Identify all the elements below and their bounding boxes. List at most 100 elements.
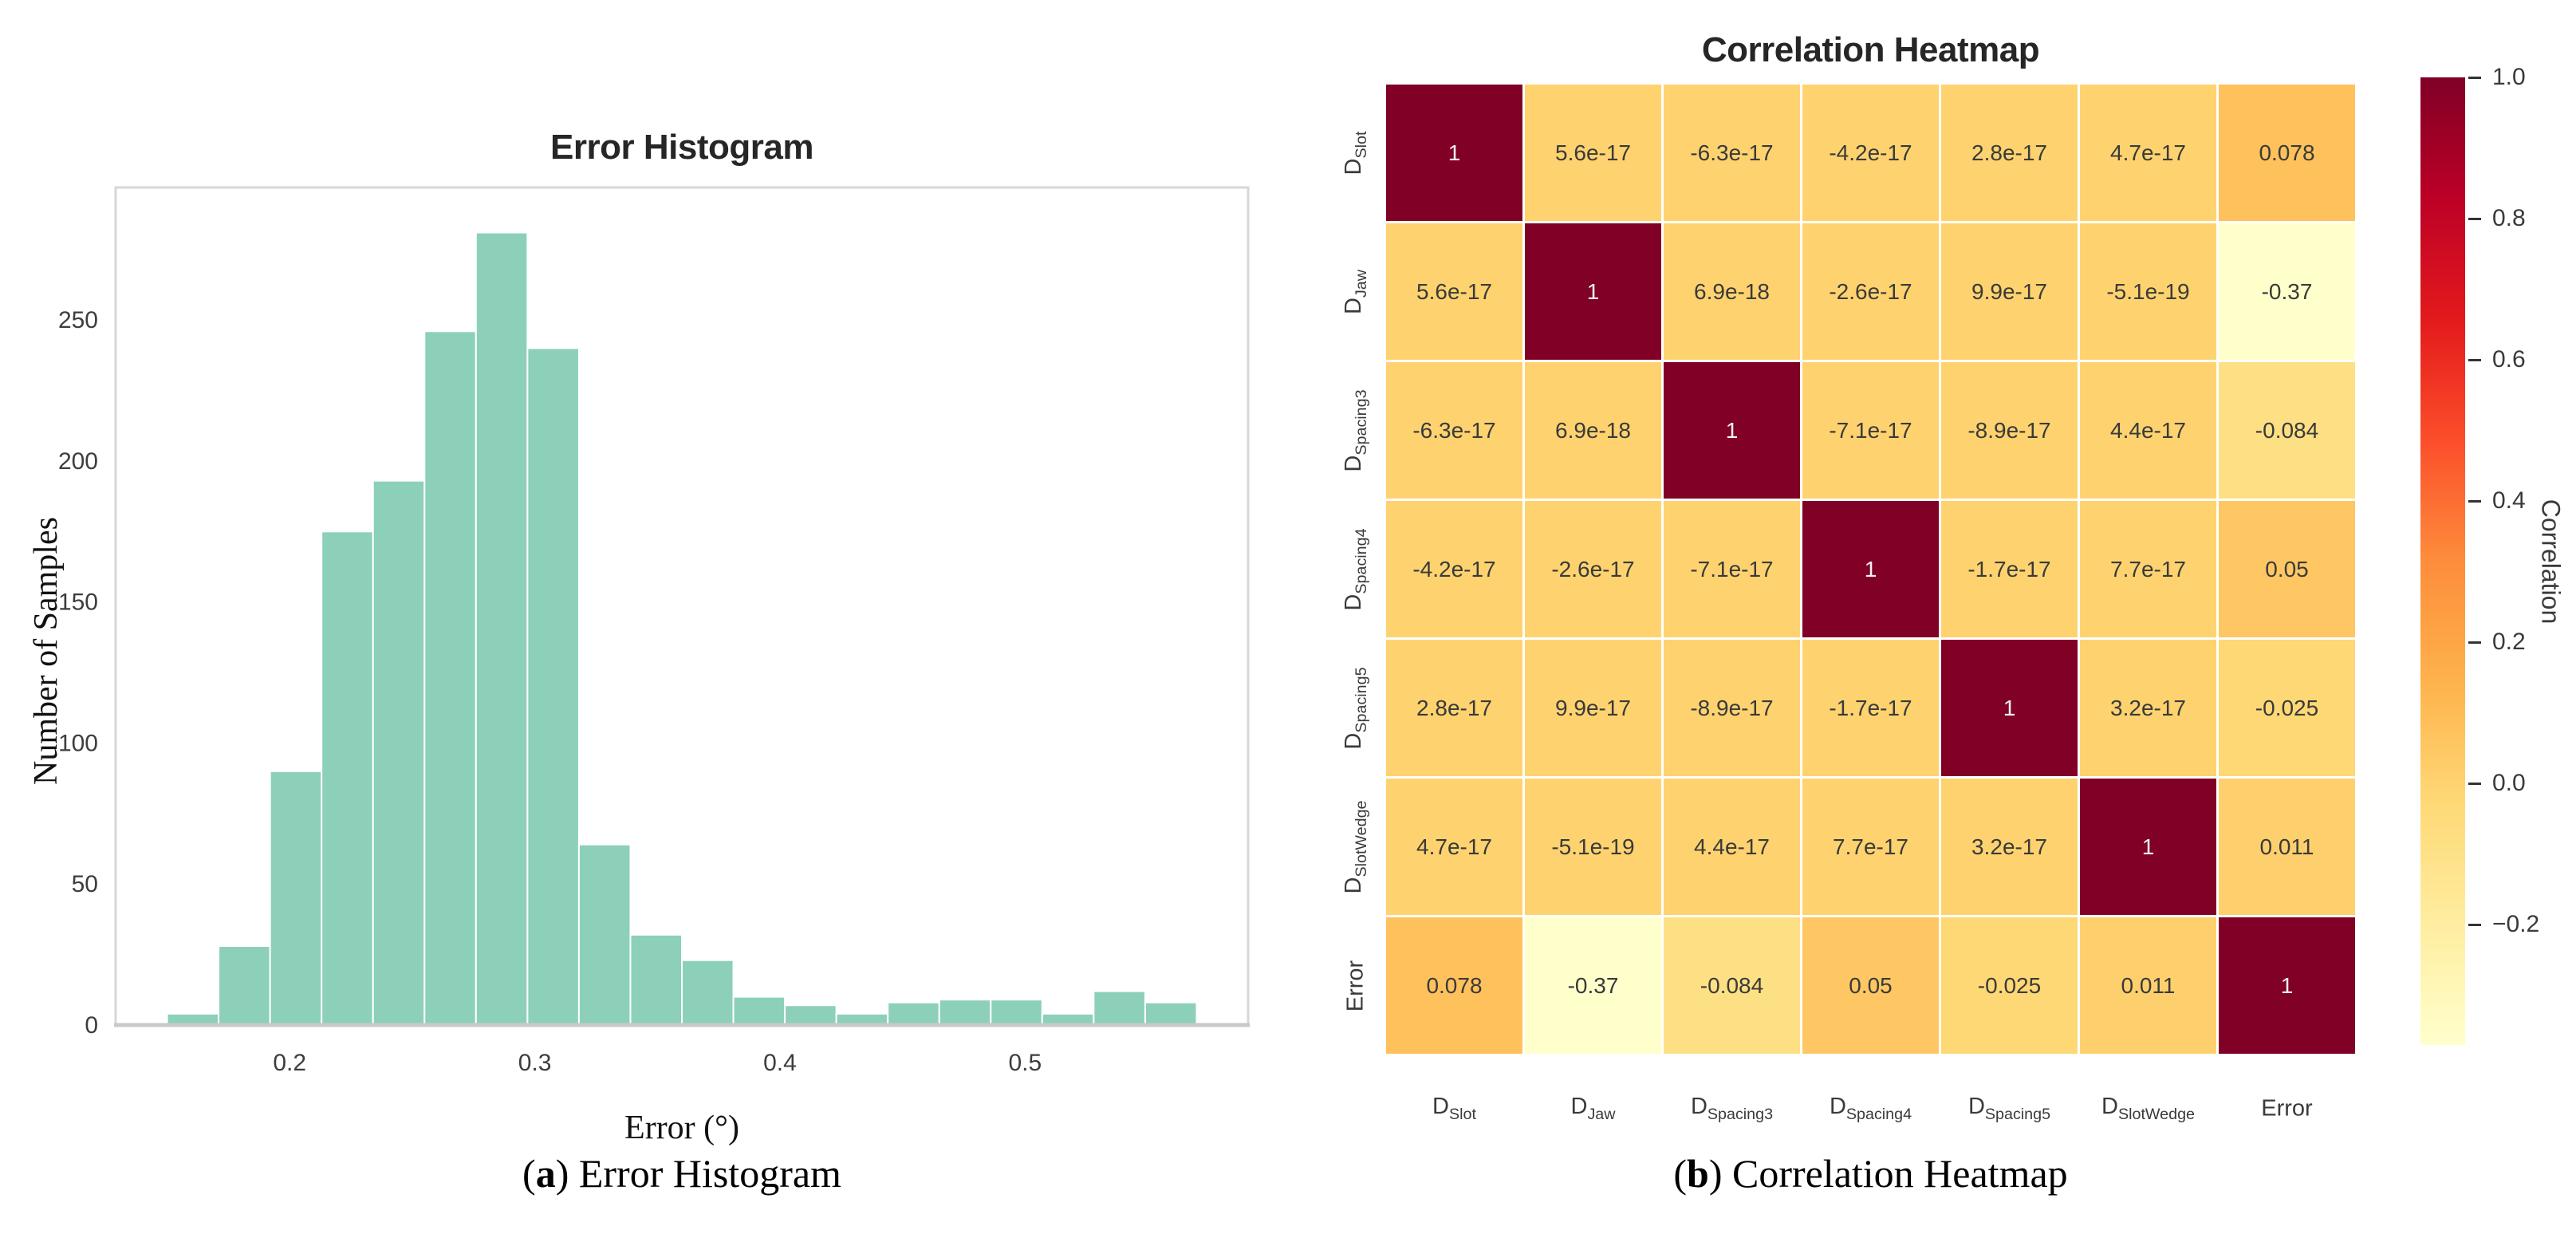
- colorbar-tick-label: 0.4: [2492, 487, 2526, 515]
- histogram-bar: [321, 530, 374, 1026]
- heatmap-cell: -0.084: [2219, 362, 2355, 499]
- heatmap-cell: 1: [2080, 779, 2216, 915]
- histogram-bar: [990, 999, 1043, 1026]
- histogram-bar: [732, 996, 786, 1027]
- heatmap-cell: 4.4e-17: [2080, 362, 2216, 499]
- heatmap-cell: -1.7e-17: [1941, 501, 2078, 637]
- caption-b-letter: b: [1687, 1151, 1709, 1196]
- heatmap-cell: 1: [1941, 640, 2078, 776]
- heatmap-title: Correlation Heatmap: [1701, 30, 2040, 69]
- histogram-bar: [526, 347, 580, 1026]
- histogram-x-axis-label: Error (°): [624, 1110, 739, 1146]
- heatmap-cell: -7.1e-17: [1664, 501, 1800, 637]
- error-histogram-plot: 0 50 100 150 200 250 0.2 0.3 0.4 0.5: [58, 186, 1250, 1076]
- heatmap-cell: -1.7e-17: [1802, 640, 1939, 776]
- heatmap-cell: 9.9e-17: [1525, 640, 1661, 776]
- heatmap-cell: 4.4e-17: [1664, 779, 1800, 915]
- y-tick-label: 0: [85, 1012, 98, 1039]
- heatmap-cell: 7.7e-17: [2080, 501, 2216, 637]
- heatmap-row-label: Error: [1342, 960, 1369, 1011]
- heatmap-cell: 1: [1386, 85, 1522, 221]
- caption-a-pre: (: [522, 1151, 536, 1196]
- heatmap-cell: 3.2e-17: [2080, 640, 2216, 776]
- histogram-y-axis-label: Number of Samples: [28, 517, 65, 785]
- heatmap-cell: 1: [1664, 362, 1800, 499]
- colorbar-tick-label: −0.2: [2492, 911, 2540, 938]
- heatmap-cell: 1: [1525, 223, 1661, 360]
- heatmap-cell: 0.05: [1802, 917, 1939, 1054]
- heatmap-cell: 5.6e-17: [1386, 223, 1522, 360]
- heatmap-cell: 2.8e-17: [1386, 640, 1522, 776]
- histogram-bar: [577, 843, 632, 1027]
- heatmap-cell: -6.3e-17: [1664, 85, 1800, 221]
- histogram-bar: [218, 945, 271, 1027]
- colorbar-tick-mark: [2468, 499, 2481, 503]
- heatmap-col-label: DSlotWedge: [2101, 1094, 2195, 1123]
- x-tick-label: 0.4: [763, 1050, 797, 1076]
- heatmap-row-label: DSlot: [1341, 131, 1370, 175]
- y-tick-label: 50: [72, 871, 98, 897]
- heatmap-row-label: DJaw: [1341, 269, 1370, 314]
- colorbar-tick-mark: [2468, 923, 2481, 926]
- colorbar-tick-mark: [2468, 358, 2481, 361]
- colorbar-tick-mark: [2468, 217, 2481, 220]
- heatmap-cell: -7.1e-17: [1802, 362, 1939, 499]
- correlation-heatmap: 1 5.6e-17 -6.3e-17 -4.2e-17 2.8e-17 4.7e-17 0.…: [1386, 85, 2355, 1054]
- heatmap-cell: 4.7e-17: [1386, 779, 1522, 915]
- caption-a: (a) Error Histogram: [116, 1150, 1248, 1197]
- histogram-bar: [1144, 1001, 1198, 1026]
- x-tick-label: 0.3: [518, 1050, 552, 1076]
- heatmap-cell: -2.6e-17: [1802, 223, 1939, 360]
- heatmap-cell: 9.9e-17: [1941, 223, 2078, 360]
- heatmap-col-label: DJaw: [1570, 1094, 1616, 1123]
- heatmap-cell: 0.078: [2219, 85, 2355, 221]
- heatmap-cell: 0.011: [2080, 917, 2216, 1054]
- x-tick-label: 0.2: [273, 1050, 306, 1076]
- histogram-bar: [629, 933, 683, 1026]
- caption-b-pre: (: [1673, 1151, 1687, 1196]
- heatmap-cell: -0.37: [2219, 223, 2355, 360]
- heatmap-cell: -8.9e-17: [1664, 640, 1800, 776]
- colorbar-label: Correlation: [2536, 499, 2566, 624]
- heatmap-col-label: DSpacing4: [1829, 1094, 1912, 1123]
- heatmap-cell: 2.8e-17: [1941, 85, 2078, 221]
- histogram-bar: [938, 999, 992, 1026]
- heatmap-cell: -4.2e-17: [1802, 85, 1939, 221]
- histogram-bar: [372, 479, 426, 1026]
- x-tick-label: 0.5: [1008, 1050, 1042, 1076]
- heatmap-cell: -5.1e-19: [1525, 779, 1661, 915]
- heatmap-cell: 5.6e-17: [1525, 85, 1661, 221]
- y-tick-label: 150: [58, 589, 98, 616]
- caption-a-text: ) Error Histogram: [555, 1151, 841, 1196]
- heatmap-cell: 0.078: [1386, 917, 1522, 1054]
- histogram-bar: [681, 959, 735, 1027]
- heatmap-cell: -0.37: [1525, 917, 1661, 1054]
- y-tick-label: 100: [58, 730, 98, 756]
- heatmap-cell: -8.9e-17: [1941, 362, 2078, 499]
- colorbar-tick-label: 0.0: [2492, 770, 2526, 797]
- heatmap-cell: 7.7e-17: [1802, 779, 1939, 915]
- y-tick-label: 250: [58, 307, 98, 333]
- heatmap-cell: -5.1e-19: [2080, 223, 2216, 360]
- heatmap-row-label: DSpacing4: [1341, 527, 1370, 611]
- colorbar-tick-mark: [2468, 641, 2481, 644]
- heatmap-cell: 4.7e-17: [2080, 85, 2216, 221]
- heatmap-cell: 6.9e-18: [1664, 223, 1800, 360]
- histogram-bar: [784, 1004, 837, 1027]
- caption-a-letter: a: [535, 1151, 556, 1196]
- heatmap-cell: -0.025: [1941, 917, 2078, 1054]
- histogram-bar: [475, 231, 529, 1026]
- heatmap-cell: 0.05: [2219, 501, 2355, 637]
- heatmap-cell: 1: [1802, 501, 1939, 637]
- y-tick-label: 200: [58, 448, 98, 475]
- heatmap-row-label: DSpacing5: [1341, 666, 1370, 750]
- histogram-bar: [269, 770, 323, 1026]
- caption-b-text: ) Correlation Heatmap: [1708, 1151, 2068, 1196]
- heatmap-row-label: DSlotWedge: [1341, 800, 1370, 893]
- heatmap-row-label: DSpacing3: [1341, 388, 1370, 472]
- histogram-title: Error Histogram: [550, 128, 813, 167]
- colorbar-tick-label: 1.0: [2492, 64, 2526, 90]
- colorbar: [2420, 77, 2465, 1045]
- heatmap-cell: 0.011: [2219, 779, 2355, 915]
